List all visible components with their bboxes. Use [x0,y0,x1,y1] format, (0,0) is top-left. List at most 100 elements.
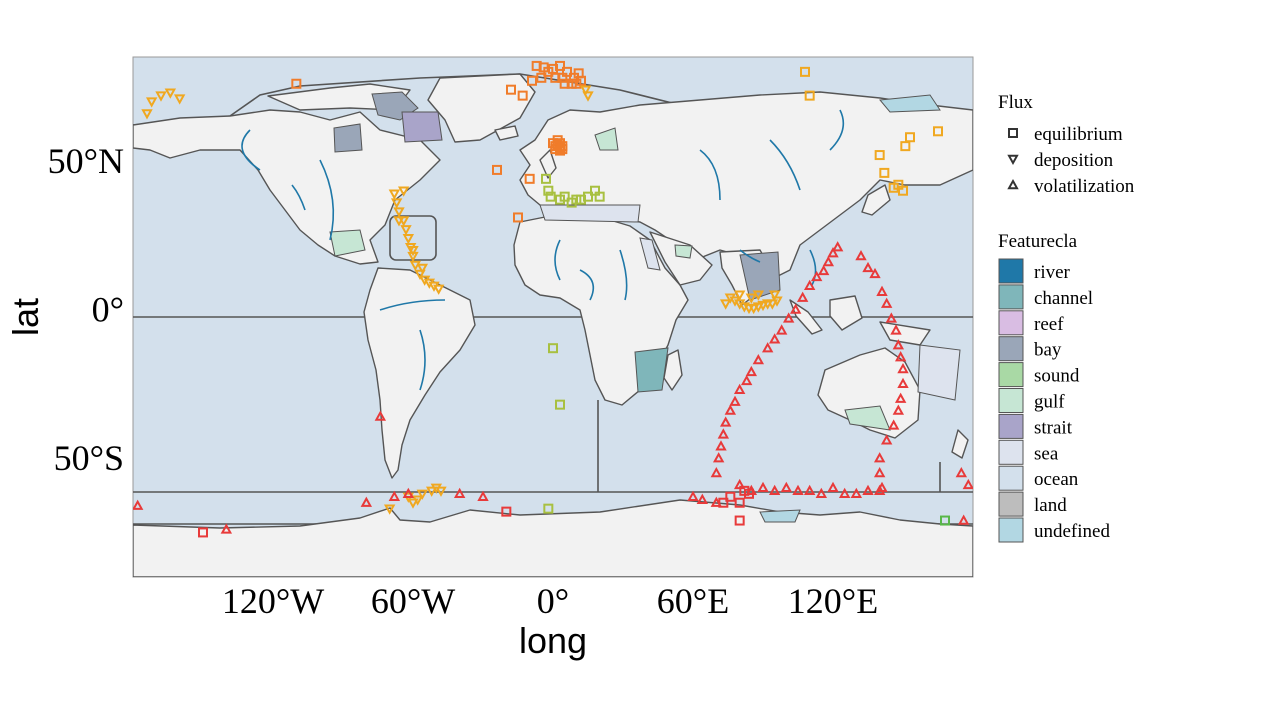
equilibrium-marker [545,191,556,202]
volatilization-marker [827,247,839,258]
equilibrium-marker [888,182,899,193]
volatilization-marker [815,487,828,498]
flux-legend-key [1008,128,1018,138]
deposition-marker [766,299,779,310]
equilibrium-marker [198,527,208,538]
equilibrium-marker [571,78,582,89]
featurecla-legend-title: Featurecla [998,231,1078,252]
borneo [829,295,863,331]
equilibrium-marker [513,212,523,223]
equilibrium-marker [527,75,537,86]
baltic [594,127,619,151]
volatilization-marker [752,354,765,365]
volatilization-marker [768,484,781,496]
featurecla-legend-label: sea [1034,443,1059,464]
deposition-marker [752,290,765,301]
volatilization-marker [733,383,746,394]
deposition-marker [164,88,177,99]
equilibrium-marker [517,90,528,101]
volatilization-marker [796,291,809,302]
volatilization-marker [745,484,758,496]
equilibrium-marker [557,72,568,83]
volatilization-marker [402,487,415,498]
marker-layer [133,60,973,538]
arctic-undefined [879,94,941,113]
featurecla-legend-swatch [998,362,1024,388]
featurecla-legend-swatch [998,310,1024,336]
featurecla-legend-swatch [998,465,1024,491]
deposition-marker [757,300,769,312]
featurecla-legend-label: gulf [1034,392,1065,413]
deposition-marker [141,109,153,120]
deposition-marker [719,299,732,310]
new-zealand [951,429,969,459]
volatilization-marker [955,466,968,478]
volatilization-marker [715,440,727,451]
volatilization-marker [862,484,874,496]
deposition-marker [393,207,405,218]
volatilization-marker [768,333,781,344]
volatilization-marker [388,490,401,501]
volatilization-marker [887,419,900,430]
australia [817,347,921,439]
volatilization-marker [880,297,893,308]
volatilization-marker [827,481,839,493]
deposition-marker [435,486,447,497]
equilibrium-marker [933,126,943,137]
volatilization-marker [885,312,898,323]
featurecla-legend-swatch [998,336,1024,362]
volatilization-marker [810,270,823,282]
gulf-mexico [329,229,366,257]
volatilization-marker [374,410,387,421]
deposition-marker [393,216,405,227]
deposition-marker [582,91,594,102]
volatilization-marker [831,241,844,252]
volatilization-marker [892,404,905,415]
featurecla-legend-label: reef [1034,314,1064,335]
equilibrium-marker [543,66,554,77]
volatilization-marker [873,452,886,463]
volatilization-marker [477,490,489,501]
bay-bengal [739,251,781,301]
coral-sea [917,344,961,401]
featurecla-legend-label: channel [1034,288,1093,309]
volatilization-marker [775,324,788,335]
volatilization-marker [792,484,804,496]
volatilization-marker [740,374,753,386]
flux-legend-label: deposition [1034,150,1114,171]
volatilization-marker [360,496,373,507]
japan [861,184,891,216]
deposition-marker [155,91,167,102]
persian-gulf [674,244,693,259]
volatilization-marker [897,362,909,374]
deposition-marker [409,260,422,272]
featurecla-legend-swatch [998,413,1024,439]
bay-north [333,123,363,153]
volatilization-marker [453,487,466,498]
south-america [363,267,476,479]
great-australian-bight [844,405,891,431]
equilibrium-marker [506,84,516,95]
equilibrium-marker [550,141,561,152]
deposition-marker [771,296,783,307]
deposition-marker [407,245,419,257]
equilibrium-marker [548,343,558,354]
x-axis-title: long [519,620,587,661]
featurecla-legend-swatch [998,439,1024,465]
equilibrium-marker [734,497,745,508]
flux-legend-label: volatilization [1034,176,1135,197]
equilibrium-marker [594,191,605,202]
volatilization-marker [862,261,874,273]
volatilization-marker [838,487,851,498]
deposition-marker [414,269,426,280]
deposition-marker [745,293,758,304]
volatilization-marker [850,487,863,498]
x-tick-label: 0° [537,581,569,621]
deposition-marker [388,189,401,200]
volatilization-marker [817,264,830,276]
volatilization-marker [894,392,907,403]
featurecla-legend-label: ocean [1034,469,1079,490]
featurecla-legend-label: sound [1034,366,1080,387]
volatilization-marker [897,377,909,389]
